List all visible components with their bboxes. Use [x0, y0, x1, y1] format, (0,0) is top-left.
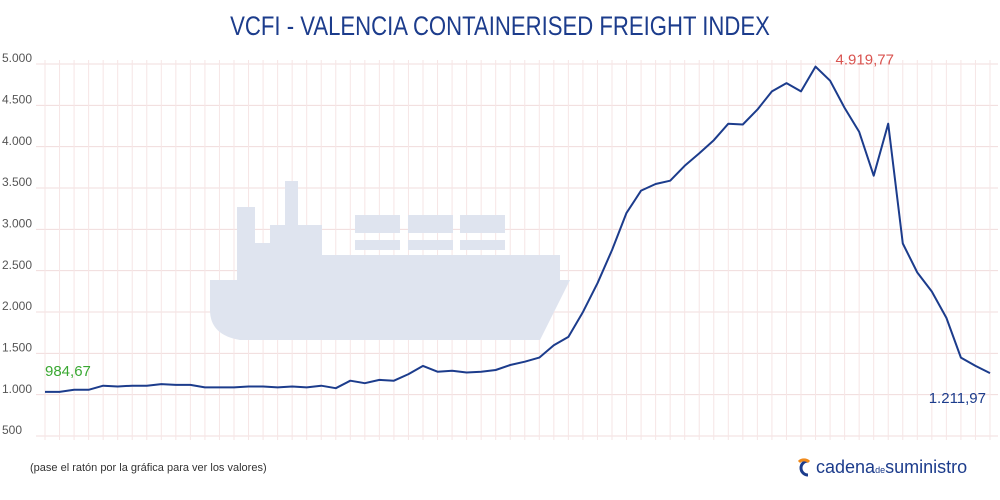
y-tick-label: 1.000 [2, 382, 32, 396]
logo-part: de [875, 465, 885, 475]
y-tick-label: 3.500 [2, 175, 32, 189]
logo-part: suministro [885, 457, 967, 477]
logo-icon [797, 458, 811, 464]
y-tick-label: 500 [2, 423, 22, 437]
footnote: (pase el ratón por la gráfica para ver l… [30, 462, 267, 474]
y-tick-label: 3.000 [2, 217, 32, 231]
ship-illustration [210, 181, 570, 340]
y-tick-label: 1.500 [2, 341, 32, 355]
data-label: 4.919,77 [836, 52, 894, 69]
y-tick-label: 4.000 [2, 134, 32, 148]
data-label: 984,67 [45, 363, 91, 380]
y-tick-label: 4.500 [2, 93, 32, 107]
logo-icon [799, 459, 809, 477]
chart-title: VCFI - VALENCIA CONTAINERISED FREIGHT IN… [230, 12, 770, 42]
y-tick-label: 5.000 [2, 51, 32, 65]
y-tick-label: 2.500 [2, 258, 32, 272]
logo: cadenadesuministro [797, 457, 967, 477]
logo-part: cadena [816, 457, 876, 477]
y-tick-label: 2.000 [2, 299, 32, 313]
logo-text: cadenadesuministro [816, 457, 967, 477]
line-series [45, 65, 991, 393]
data-label: 1.211,97 [929, 390, 986, 407]
